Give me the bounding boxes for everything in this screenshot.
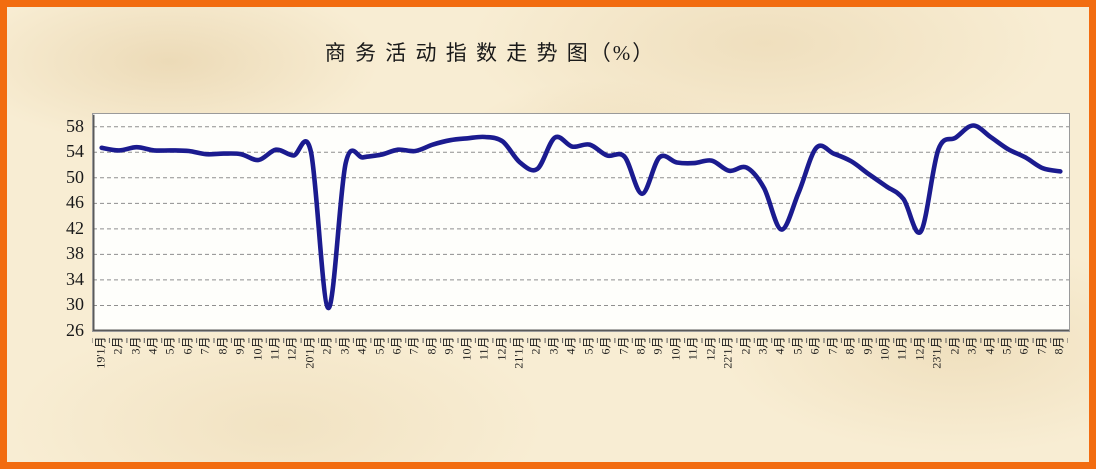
x-tick-label: 8月 <box>424 336 439 355</box>
x-tick-label: 3月 <box>755 336 770 355</box>
x-tick-label: 4月 <box>982 336 997 355</box>
x-tick-label: 7月 <box>1034 336 1049 355</box>
x-tick-label: 2月 <box>319 336 334 355</box>
x-tick-label: 11月 <box>894 336 909 361</box>
x-tick-label: 7月 <box>616 336 631 355</box>
x-tick-label: 4月 <box>563 336 578 355</box>
x-tick-label: 5月 <box>372 336 387 355</box>
x-tick-label: 3月 <box>128 336 143 355</box>
x-tick-label: 6月 <box>1016 336 1031 355</box>
y-tick-label: 42 <box>66 217 84 238</box>
x-tick-label: 2月 <box>528 336 543 355</box>
x-tick-label: 3月 <box>546 336 561 355</box>
x-tick-label: 8月 <box>633 336 648 355</box>
x-tick-label: 2月 <box>738 336 753 355</box>
x-tick-label: 10月 <box>459 336 474 361</box>
x-tick-label: 22'1月 <box>720 336 735 369</box>
x-tick-label: 4月 <box>354 336 369 355</box>
x-tick-label: 8月 <box>215 336 230 355</box>
x-tick-label: 5月 <box>162 336 177 355</box>
x-tick-label: 10月 <box>250 336 265 361</box>
x-tick-label: 9月 <box>650 336 665 355</box>
y-tick-label: 46 <box>66 192 84 213</box>
y-tick-label: 30 <box>66 294 84 315</box>
x-tick-label: 4月 <box>145 336 160 355</box>
x-tick-label: 7月 <box>406 336 421 355</box>
x-tick-label: 5月 <box>999 336 1014 355</box>
x-tick-label: 3月 <box>964 336 979 355</box>
chart-title: 商 务 活 动 指 数 走 势 图（%） <box>324 41 656 65</box>
x-tick-label: 7月 <box>197 336 212 355</box>
x-tick-label: 6月 <box>389 336 404 355</box>
x-tick-label: 4月 <box>772 336 787 355</box>
plot-svg <box>93 114 1069 331</box>
x-tick-label: 20'1月 <box>302 336 317 369</box>
y-tick-label: 58 <box>66 115 84 136</box>
x-tick-label: 5月 <box>790 336 805 355</box>
y-tick-label: 50 <box>66 166 84 187</box>
x-tick-label: 10月 <box>668 336 683 361</box>
x-tick-label: 2月 <box>110 336 125 355</box>
x-tick-label: 10月 <box>877 336 892 361</box>
x-tick-label: 9月 <box>441 336 456 355</box>
x-tick-label: 19'1月 <box>93 336 108 369</box>
x-tick-label: 12月 <box>912 336 927 361</box>
x-tick-label: 21'1月 <box>511 336 526 369</box>
x-tick-label: 3月 <box>337 336 352 355</box>
x-tick-label: 5月 <box>581 336 596 355</box>
x-tick-label: 8月 <box>1051 336 1066 355</box>
x-tick-label: 7月 <box>825 336 840 355</box>
y-tick-label: 54 <box>66 141 84 162</box>
x-tick-label: 11月 <box>476 336 491 361</box>
plot-area <box>92 113 1070 332</box>
series-line <box>99 123 1063 311</box>
x-tick-label: 6月 <box>807 336 822 355</box>
x-tick-label: 2月 <box>947 336 962 355</box>
x-tick-label: 8月 <box>842 336 857 355</box>
axis-lines <box>93 114 1069 331</box>
x-tick-label: 23'1月 <box>929 336 944 369</box>
y-tick-label: 26 <box>66 320 84 340</box>
x-axis-ticks <box>91 331 1069 349</box>
x-tick-label: 12月 <box>284 336 299 361</box>
x-tick-label: 6月 <box>180 336 195 355</box>
y-tick-label: 38 <box>66 243 84 264</box>
x-tick-label: 9月 <box>860 336 875 355</box>
x-tick-label: 9月 <box>232 336 247 355</box>
x-tick-label: 6月 <box>598 336 613 355</box>
x-tick-label: 12月 <box>494 336 509 361</box>
x-tick-label: 11月 <box>685 336 700 361</box>
y-tick-label: 34 <box>66 268 84 289</box>
x-tick-label: 12月 <box>703 336 718 361</box>
x-tick-label: 11月 <box>267 336 282 361</box>
